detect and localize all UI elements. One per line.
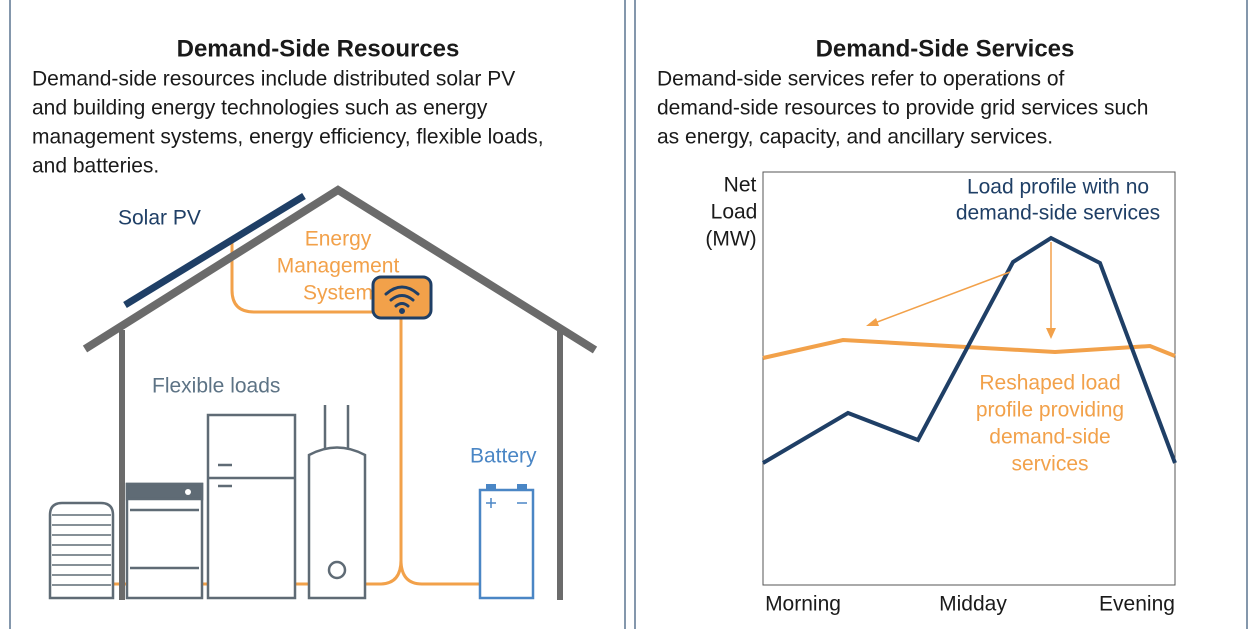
reshaped-annotation: profile providing: [976, 399, 1124, 422]
left-title: Demand-Side Resources: [177, 35, 460, 62]
right-frame: [635, 0, 1247, 629]
reshaped-annotation: demand-side: [989, 426, 1110, 449]
shift-arrows: [866, 242, 1056, 339]
battery-icon: [480, 490, 533, 598]
right-title: Demand-Side Services: [816, 35, 1075, 62]
refrigerator: [208, 415, 295, 598]
y-label: Net: [724, 174, 757, 197]
baseline-profile: [763, 238, 1175, 463]
wire: [401, 560, 480, 584]
solar-label: Solar PV: [118, 207, 201, 230]
battery-label: Battery: [470, 445, 537, 468]
schematic-chart: Net Load (MW) Morning Midday Evening Loa…: [705, 172, 1175, 616]
ems-label: System: [303, 282, 373, 305]
left-description: Demand-side resources include distribute…: [32, 68, 544, 178]
description-line: as energy, capacity, and ancillary servi…: [657, 126, 1053, 149]
description-line: and building energy technologies such as…: [32, 97, 488, 120]
y-label: Load: [711, 201, 758, 224]
description-line: Demand-side services refer to operations…: [657, 68, 1065, 91]
description-line: and batteries.: [32, 155, 159, 178]
reshaped-annotation: Reshaped load: [979, 372, 1120, 395]
description-line: management systems, energy efficiency, f…: [32, 126, 544, 149]
x-label: Midday: [939, 593, 1007, 616]
right-description: Demand-side services refer to operations…: [657, 68, 1148, 149]
flexible-loads-label: Flexible loads: [152, 375, 280, 398]
baseline-annotation: demand-side services: [956, 202, 1160, 225]
page: Demand-Side Resources Demand-side resour…: [0, 0, 1250, 629]
water-heater-dial: [329, 562, 345, 578]
ems-label: Energy: [305, 228, 372, 251]
y-label: (MW): [705, 228, 756, 251]
description-line: Demand-side resources include distribute…: [32, 68, 515, 91]
baseline-annotation: Load profile with no: [967, 176, 1149, 199]
x-label: Evening: [1099, 593, 1175, 616]
x-label: Morning: [765, 593, 841, 616]
house-illustration: Solar PV Energy Management System Flexib…: [50, 190, 595, 600]
ems-label: Management: [277, 255, 400, 278]
reshaped-annotation: services: [1011, 453, 1088, 476]
description-line: demand-side resources to provide grid se…: [657, 97, 1148, 120]
heat-pump: [50, 503, 113, 598]
washer: [127, 484, 202, 598]
